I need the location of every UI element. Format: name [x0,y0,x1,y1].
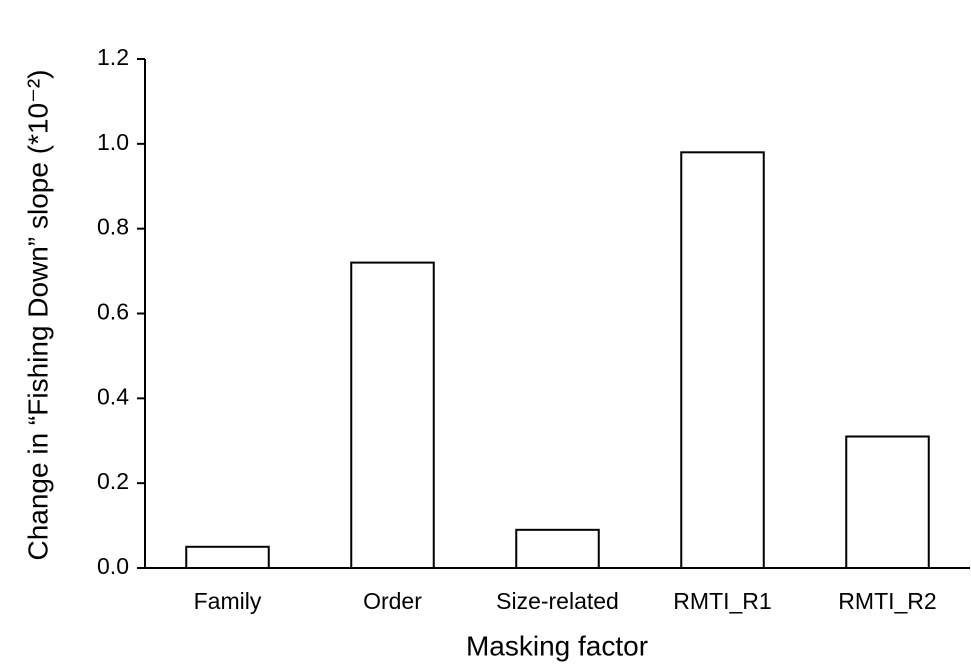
x-tick-label: RMTI_R1 [673,588,771,614]
bar [680,151,765,569]
bar [515,528,600,570]
y-tick-label: 1.0 [97,129,129,155]
bar [185,545,270,570]
x-tick-label: Family [194,588,262,614]
y-tick-label: 0.4 [97,383,129,409]
y-tick-label: 1.2 [97,44,129,70]
x-tick-label: RMTI_R2 [838,588,936,614]
y-tick-label: 0.0 [97,553,129,579]
bar [350,261,435,569]
x-tick-label: Size-related [496,588,619,614]
x-tick-label: Order [363,588,422,614]
x-axis-title: Masking factor [466,630,648,661]
y-axis-title: Change in “Fishing Down” slope (*10⁻²) [22,70,53,561]
bar [845,435,930,569]
y-tick-label: 0.8 [97,214,129,240]
y-tick-label: 0.2 [97,468,129,494]
y-tick-label: 0.6 [97,299,129,325]
